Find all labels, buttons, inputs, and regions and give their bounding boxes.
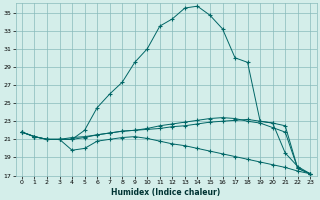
- X-axis label: Humidex (Indice chaleur): Humidex (Indice chaleur): [111, 188, 221, 197]
